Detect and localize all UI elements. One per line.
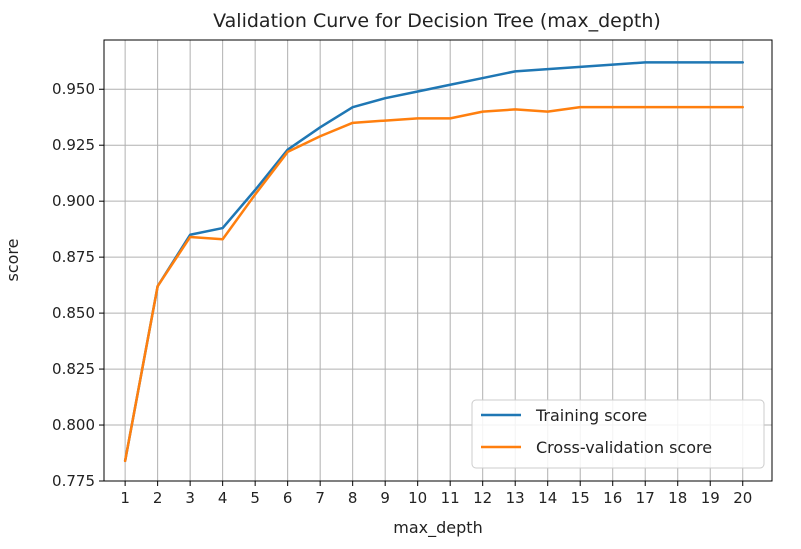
x-tick-label: 12	[473, 489, 492, 507]
x-tick-label: 9	[380, 489, 390, 507]
legend-box	[471, 399, 765, 469]
x-tick-label: 13	[506, 489, 525, 507]
x-tick-label: 11	[441, 489, 460, 507]
legend: Training score Cross-validation score	[471, 399, 765, 469]
x-tick-label: 6	[283, 489, 293, 507]
x-tick-label: 10	[408, 489, 427, 507]
y-tick-label: 0.775	[52, 472, 95, 490]
x-tick-label: 3	[185, 489, 195, 507]
x-tick-label: 19	[701, 489, 720, 507]
y-axis: 0.775 0.800 0.825 0.850 0.875 0.900 0.925 0.950	[52, 80, 104, 490]
x-tick-label: 18	[668, 489, 687, 507]
cross-validation-score-line	[123, 105, 744, 463]
y-tick-label: 0.825	[52, 360, 95, 378]
y-tick-label: 0.800	[52, 416, 95, 434]
x-tick-label: 1	[120, 489, 130, 507]
x-tick-label: 16	[603, 489, 622, 507]
training-score-line	[123, 61, 744, 463]
plot-lines	[123, 61, 744, 463]
y-tick-label: 0.950	[52, 80, 95, 98]
x-tick-label: 20	[733, 489, 752, 507]
legend-label-training: Training score	[535, 406, 647, 425]
x-tick-label: 15	[571, 489, 590, 507]
y-tick-label: 0.850	[52, 304, 95, 322]
y-tick-label: 0.925	[52, 136, 95, 154]
y-tick-label: 0.900	[52, 192, 95, 210]
y-axis-title: score	[3, 239, 22, 282]
x-tick-label: 4	[218, 489, 228, 507]
chart-title: Validation Curve for Decision Tree (max_…	[213, 10, 661, 32]
x-tick-label: 7	[315, 489, 325, 507]
x-tick-label: 5	[250, 489, 260, 507]
y-tick-label: 0.875	[52, 248, 95, 266]
x-tick-label: 17	[636, 489, 655, 507]
x-axis-title: max_depth	[393, 518, 482, 538]
legend-label-cross-validation: Cross-validation score	[536, 438, 712, 457]
x-tick-label: 8	[348, 489, 358, 507]
x-axis: 1 2 3 4 5 6 7 8 9 10 11 12 13 14 15 16 17 18 19 20	[120, 481, 752, 507]
x-tick-label: 2	[153, 489, 163, 507]
plot-area-frame	[103, 39, 773, 482]
x-tick-label: 14	[538, 489, 557, 507]
